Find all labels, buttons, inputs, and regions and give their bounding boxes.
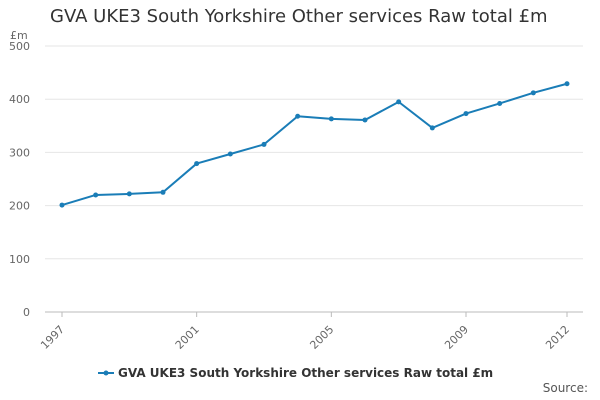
y-axis-ticks: 0 100 200 300 400 500: [9, 40, 30, 319]
series-line: [61, 82, 568, 207]
data-point[interactable]: [463, 111, 469, 117]
data-point[interactable]: [530, 90, 536, 96]
legend[interactable]: GVA UKE3 South Yorkshire Other services …: [98, 366, 493, 380]
data-point[interactable]: [261, 141, 267, 147]
x-tick-label: 2012: [543, 323, 572, 352]
data-point[interactable]: [564, 81, 570, 87]
x-axis-ticks: 1997 2001 2005 2009 2012: [38, 312, 572, 352]
data-point[interactable]: [497, 100, 503, 106]
y-tick-label: 100: [9, 253, 30, 266]
gridlines: [45, 45, 583, 313]
data-point[interactable]: [93, 192, 99, 198]
data-point[interactable]: [328, 116, 334, 122]
y-tick-label: 500: [9, 40, 30, 53]
data-point[interactable]: [396, 99, 402, 105]
data-point[interactable]: [59, 202, 65, 208]
data-point[interactable]: [126, 191, 132, 197]
y-tick-label: 400: [9, 93, 30, 106]
data-point[interactable]: [194, 161, 200, 167]
y-tick-label: 0: [23, 306, 30, 319]
x-tick-label: 2001: [173, 323, 202, 352]
legend-label[interactable]: GVA UKE3 South Yorkshire Other services …: [118, 366, 493, 380]
y-tick-label: 200: [9, 200, 30, 213]
series-layer: [59, 81, 570, 208]
legend-swatch-marker: [103, 370, 109, 376]
data-point[interactable]: [160, 189, 166, 195]
x-tick-label: 1997: [38, 323, 67, 352]
y-tick-label: 300: [9, 146, 30, 159]
x-tick-label: 2005: [307, 323, 336, 352]
y-axis-unit-label: £m: [10, 29, 28, 42]
data-point[interactable]: [295, 113, 301, 119]
chart-title: GVA UKE3 South Yorkshire Other services …: [50, 6, 548, 27]
data-point[interactable]: [362, 117, 368, 123]
data-point[interactable]: [227, 151, 233, 157]
source-label: Source:: [542, 381, 588, 395]
data-point[interactable]: [429, 125, 435, 131]
x-tick-label: 2009: [442, 323, 471, 352]
